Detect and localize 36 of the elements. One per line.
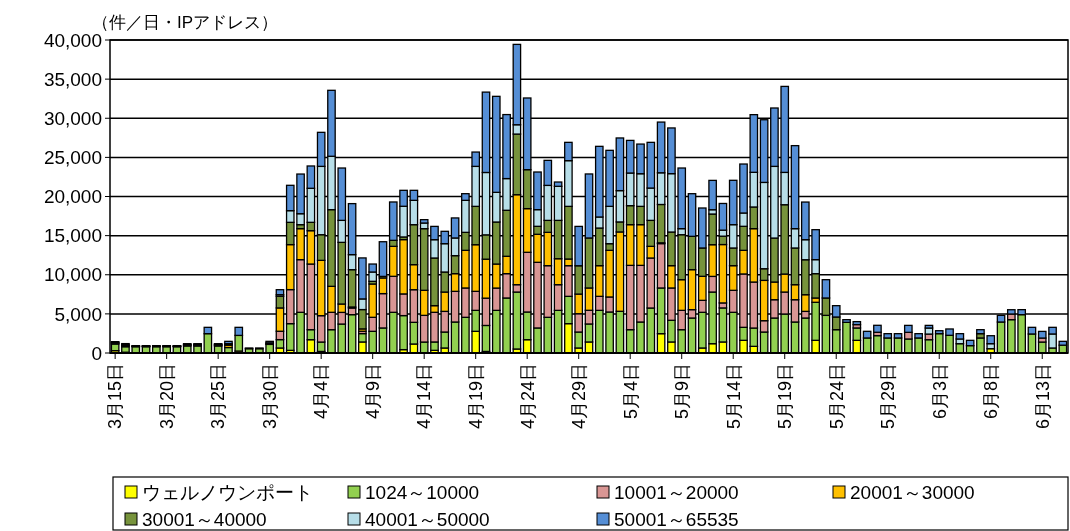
y-tick-label: 10,000 — [43, 264, 102, 286]
y-tick-label: 20,000 — [43, 186, 102, 208]
x-tick-label: 3月20日 — [156, 363, 177, 430]
y-tick-label: 30,000 — [43, 107, 102, 129]
x-tick-label: 4月19日 — [465, 363, 486, 430]
x-tick-label: 3月15日 — [105, 363, 126, 430]
x-tick-label: 4月24日 — [517, 363, 538, 430]
x-tick-label: 5月19日 — [775, 363, 796, 430]
x-tick-label: 3月25日 — [208, 363, 229, 430]
legend-label: 10001～20000 — [614, 481, 739, 503]
x-tick-label: 4月14日 — [414, 363, 435, 430]
x-tick-label: 4月29日 — [569, 363, 589, 430]
legend-label: 40001～50000 — [365, 508, 490, 530]
legend-label: 50001～65535 — [614, 508, 739, 530]
x-tick-label: 6月3日 — [929, 363, 950, 420]
y-tick-label: 40,000 — [43, 29, 102, 51]
x-tick-label: 5月29日 — [878, 363, 899, 430]
legend-label: 1024～10000 — [365, 481, 480, 503]
x-tick-label: 4月9日 — [362, 363, 383, 420]
legend-label: 30001～40000 — [142, 508, 267, 530]
y-tick-label: 5,000 — [54, 303, 102, 325]
y-axis-title: （件／日・IPアドレス） — [92, 13, 279, 32]
x-tick-label: 3月30日 — [259, 363, 280, 430]
x-tick-label: 5月24日 — [826, 363, 847, 430]
x-tick-label: 5月14日 — [723, 363, 744, 430]
x-tick-label: 5月9日 — [672, 363, 693, 420]
x-tick-label: 6月13日 — [1032, 363, 1053, 430]
legend-label: ウェルノウンポート — [142, 481, 313, 503]
x-tick-label: 6月8日 — [981, 363, 1002, 420]
y-tick-label: 0 — [91, 342, 102, 364]
y-tick-label: 35,000 — [43, 68, 102, 90]
y-tick-label: 25,000 — [43, 147, 102, 169]
legend-label: 20001～30000 — [850, 481, 975, 503]
y-tick-label: 15,000 — [43, 225, 102, 247]
x-tick-label: 5月4日 — [620, 363, 641, 420]
x-tick-label: 4月4日 — [311, 363, 332, 420]
